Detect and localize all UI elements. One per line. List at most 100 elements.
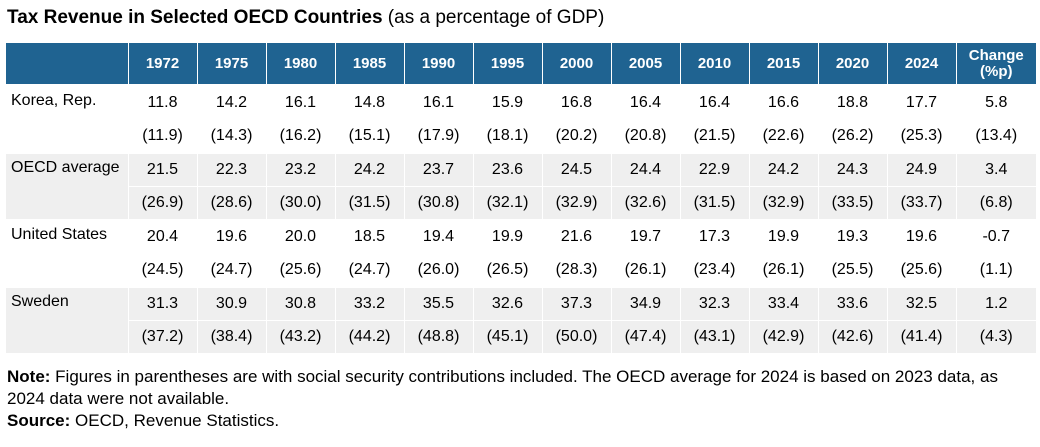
ssc-value-cell: (31.5) xyxy=(335,186,405,220)
ssc-value-cell: (32.9) xyxy=(542,186,612,220)
country-label: OECD average xyxy=(6,152,129,220)
value-cell: 24.5 xyxy=(542,152,612,187)
value-cell: 21.5 xyxy=(128,152,198,187)
value-cell: -0.7 xyxy=(956,219,1036,254)
ssc-value-cell: (21.5) xyxy=(680,119,750,153)
table-row: United States 20.4 19.6 20.0 18.5 19.4 19.9 21.… xyxy=(6,219,1036,287)
value-cell: 1.2 xyxy=(956,286,1036,321)
column-header: Change (%p) xyxy=(956,43,1036,87)
ssc-value-cell: (15.1) xyxy=(335,119,405,153)
value-cell: 18.5 xyxy=(335,219,405,254)
ssc-value-cell: (32.9) xyxy=(749,186,819,220)
table-body: Korea, Rep. 11.8 14.2 16.1 14.8 16.1 15.9 16.8 1… xyxy=(6,84,1036,353)
value-cell: 16.6 xyxy=(749,84,819,120)
country-label: United States xyxy=(6,219,129,287)
ssc-value-cell: (28.3) xyxy=(542,253,612,287)
value-cell: 37.3 xyxy=(542,286,612,321)
ssc-value-cell: (24.5) xyxy=(128,253,198,287)
value-cell: 19.4 xyxy=(404,219,474,254)
source-text: OECD, Revenue Statistics. xyxy=(70,411,280,430)
value-cell: 34.9 xyxy=(611,286,681,321)
ssc-value-cell: (11.9) xyxy=(128,119,198,153)
column-header: 1990 xyxy=(404,43,474,87)
value-cell: 16.4 xyxy=(611,84,681,120)
value-cell: 23.7 xyxy=(404,152,474,187)
value-cell: 20.4 xyxy=(128,219,198,254)
value-cell: 15.9 xyxy=(473,84,543,120)
note-line: Note: Figures in parentheses are with so… xyxy=(7,366,1037,410)
chart-title: Tax Revenue in Selected OECD Countries (… xyxy=(7,6,604,30)
column-header: 2005 xyxy=(611,43,681,87)
value-cell: 5.8 xyxy=(956,84,1036,120)
ssc-value-cell: (22.6) xyxy=(749,119,819,153)
title-subtitle: (as a percentage of GDP) xyxy=(382,7,605,28)
value-cell: 32.6 xyxy=(473,286,543,321)
ssc-value-cell: (45.1) xyxy=(473,320,543,353)
value-cell: 3.4 xyxy=(956,152,1036,187)
ssc-value-cell: (20.2) xyxy=(542,119,612,153)
header-country xyxy=(6,43,129,87)
ssc-value-cell: (18.1) xyxy=(473,119,543,153)
ssc-value-cell: (23.4) xyxy=(680,253,750,287)
value-cell: 30.9 xyxy=(197,286,267,321)
value-cell: 32.5 xyxy=(887,286,957,321)
ssc-value-cell: (31.5) xyxy=(680,186,750,220)
value-cell: 16.1 xyxy=(266,84,336,120)
ssc-value-cell: (25.6) xyxy=(266,253,336,287)
source-label: Source: xyxy=(7,411,71,430)
column-header: 1980 xyxy=(266,43,336,87)
value-cell: 20.0 xyxy=(266,219,336,254)
value-cell: 19.7 xyxy=(611,219,681,254)
value-cell: 32.3 xyxy=(680,286,750,321)
value-cell: 33.4 xyxy=(749,286,819,321)
value-cell: 23.6 xyxy=(473,152,543,187)
value-cell: 30.8 xyxy=(266,286,336,321)
value-cell: 22.3 xyxy=(197,152,267,187)
value-cell: 33.2 xyxy=(335,286,405,321)
value-cell: 31.3 xyxy=(128,286,198,321)
tax-revenue-table: 1972 1975 1980 1985 1990 1995 2000 2005 2010 2015… xyxy=(6,43,1036,353)
ssc-value-cell: (30.0) xyxy=(266,186,336,220)
value-cell: 21.6 xyxy=(542,219,612,254)
ssc-value-cell: (30.8) xyxy=(404,186,474,220)
country-label: Korea, Rep. xyxy=(6,84,129,153)
table-row-ssc: (37.2) (38.4) (43.2) (44.2) (48.8) (45.1) (50.… xyxy=(6,320,1036,353)
ssc-value-cell: (47.4) xyxy=(611,320,681,353)
value-cell: 19.9 xyxy=(749,219,819,254)
ssc-value-cell: (26.0) xyxy=(404,253,474,287)
ssc-value-cell: (42.6) xyxy=(818,320,888,353)
value-cell: 23.2 xyxy=(266,152,336,187)
source-line: Source: OECD, Revenue Statistics. xyxy=(7,410,1037,432)
value-cell: 35.5 xyxy=(404,286,474,321)
ssc-value-cell: (17.9) xyxy=(404,119,474,153)
table-row-ssc: (24.5) (24.7) (25.6) (24.7) (26.0) (26.5) (28.… xyxy=(6,253,1036,287)
country-label: Sweden xyxy=(6,286,129,353)
ssc-value-cell: (28.6) xyxy=(197,186,267,220)
value-cell: 11.8 xyxy=(128,84,198,120)
notes-block: Note: Figures in parentheses are with so… xyxy=(7,366,1037,432)
ssc-value-cell: (1.1) xyxy=(956,253,1036,287)
ssc-value-cell: (24.7) xyxy=(197,253,267,287)
column-header: 2020 xyxy=(818,43,888,87)
value-cell: 19.9 xyxy=(473,219,543,254)
ssc-value-cell: (44.2) xyxy=(335,320,405,353)
table-row: Sweden 31.3 30.9 30.8 33.2 35.5 32.6 37.3 34.9 32… xyxy=(6,286,1036,353)
table-row-ssc: (26.9) (28.6) (30.0) (31.5) (30.8) (32.1) (32.… xyxy=(6,186,1036,220)
ssc-value-cell: (14.3) xyxy=(197,119,267,153)
ssc-value-cell: (4.3) xyxy=(956,320,1036,353)
column-header: 2015 xyxy=(749,43,819,87)
value-cell: 24.2 xyxy=(749,152,819,187)
value-cell: 17.7 xyxy=(887,84,957,120)
ssc-value-cell: (25.5) xyxy=(818,253,888,287)
ssc-value-cell: (20.8) xyxy=(611,119,681,153)
ssc-value-cell: (26.2) xyxy=(818,119,888,153)
ssc-value-cell: (42.9) xyxy=(749,320,819,353)
value-cell: 24.4 xyxy=(611,152,681,187)
value-cell: 16.1 xyxy=(404,84,474,120)
ssc-value-cell: (32.6) xyxy=(611,186,681,220)
ssc-value-cell: (41.4) xyxy=(887,320,957,353)
ssc-value-cell: (48.8) xyxy=(404,320,474,353)
value-cell: 18.8 xyxy=(818,84,888,120)
column-header: 2010 xyxy=(680,43,750,87)
value-cell: 17.3 xyxy=(680,219,750,254)
